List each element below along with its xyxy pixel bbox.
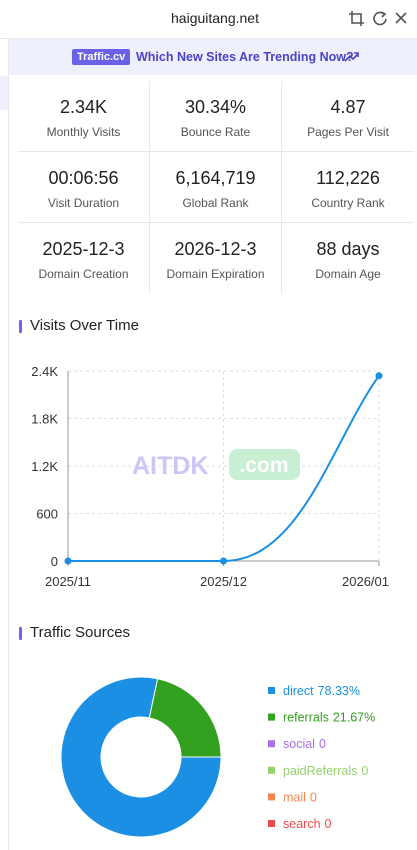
panel-border	[8, 39, 9, 850]
refresh-icon[interactable]	[373, 11, 387, 26]
legend-label: referrals 21.67%	[283, 711, 375, 725]
stat-label: Domain Age	[315, 267, 381, 281]
header-icons	[349, 11, 407, 26]
legend-value: 78.33%	[318, 684, 360, 698]
stat-cell: 88 days Domain Age	[282, 223, 414, 294]
watermark-pill	[229, 449, 300, 480]
section-title: Traffic Sources	[30, 624, 131, 641]
line-series	[67, 375, 380, 562]
stat-label: Global Rank	[182, 196, 249, 210]
legend-value: 0	[325, 817, 332, 831]
stat-label: Country Rank	[311, 196, 385, 210]
data-point	[375, 372, 383, 380]
stat-label: Monthly Visits	[46, 125, 121, 139]
stat-value: 2.34K	[59, 97, 108, 117]
stat-cell: 2026-12-3 Domain Expiration	[150, 223, 282, 294]
close-icon[interactable]	[395, 12, 407, 24]
stat-label: Domain Creation	[38, 267, 129, 281]
stat-cell: 00:06:56 Visit Duration	[18, 152, 150, 223]
crop-icon[interactable]	[349, 11, 364, 26]
legend-name: direct	[283, 684, 314, 698]
legend-value: 0	[310, 790, 317, 804]
stat-value: 112,226	[316, 168, 380, 188]
stat-cell: 2025-12-3 Domain Creation	[18, 223, 150, 294]
pie-chart: direct78.33%referrals21.67%social0paidRe…	[60, 676, 375, 838]
legend-value: 0	[361, 764, 368, 778]
line-chart: 0 600 1.2K 1.8K 2.4K 2025/11 2025/12 2026/01 AIT…	[31, 364, 389, 589]
stat-value: 2026-12-3	[174, 239, 257, 259]
stat-cell: 6,164,719 Global Rank	[150, 152, 282, 223]
pie-slice	[148, 678, 222, 758]
x-tick-label: 2025/12	[200, 574, 247, 589]
watermark-suffix: .com	[239, 454, 288, 477]
banner-badge: Traffic.cv	[72, 49, 131, 65]
stat-value: 4.87	[330, 97, 366, 117]
legend-swatch	[268, 766, 275, 774]
legend-name: search	[283, 817, 321, 831]
stat-value: 00:06:56	[48, 168, 119, 188]
legend-label: social 0	[283, 737, 326, 751]
legend-label: mail 0	[283, 790, 317, 804]
y-tick-label: 2.4K	[31, 364, 58, 379]
data-point	[64, 557, 72, 565]
stat-value: 30.34%	[184, 97, 247, 117]
banner-text: Which New Sites Are Trending Now?	[136, 50, 354, 64]
stat-cell: 4.87 Pages Per Visit	[282, 81, 414, 152]
x-tick-label: 2026/01	[342, 574, 389, 589]
legend-label: direct 78.33%	[283, 684, 360, 698]
site-title: haiguitang.net	[171, 10, 259, 26]
section-title: Visits Over Time	[30, 317, 139, 334]
legend-name: mail	[283, 790, 306, 804]
stat-label: Pages Per Visit	[307, 125, 389, 139]
legend-label: search 0	[283, 817, 332, 831]
stat-label: Visit Duration	[47, 196, 120, 210]
legend-swatch	[268, 820, 275, 827]
y-tick-label: 600	[36, 507, 58, 522]
stat-cell: 30.34% Bounce Rate	[150, 81, 282, 152]
stat-cell: 112,226 Country Rank	[282, 152, 414, 223]
legend-value: 21.67%	[333, 711, 375, 725]
legend-value: 0	[319, 737, 326, 751]
data-point	[220, 557, 227, 565]
legend-swatch	[268, 740, 275, 748]
trend-icon	[344, 52, 359, 62]
stat-label: Domain Expiration	[166, 267, 265, 281]
y-tick-label: 0	[51, 554, 58, 569]
stat-value: 6,164,719	[175, 168, 256, 188]
watermark-brand: AITDK	[132, 452, 208, 480]
legend-swatch	[268, 713, 275, 721]
x-tick-label: 2025/11	[45, 574, 91, 589]
pie-slice	[60, 676, 222, 838]
legend-swatch	[268, 793, 275, 801]
stat-cell: 2.34K Monthly Visits	[18, 81, 150, 152]
banner[interactable]: Traffic.cv Which New Sites Are Trending …	[8, 39, 417, 75]
legend-name: referrals	[283, 711, 329, 725]
header: haiguitang.net	[0, 0, 417, 39]
legend-label: paidReferrals 0	[283, 764, 368, 778]
panel-tab	[0, 76, 8, 110]
legend-name: paidReferrals	[283, 764, 357, 778]
y-tick-label: 1.2K	[31, 459, 58, 474]
stat-value: 2025-12-3	[42, 239, 125, 259]
y-tick-label: 1.8K	[31, 412, 58, 427]
legend-swatch	[268, 687, 275, 694]
stat-value: 88 days	[316, 239, 380, 259]
legend-name: social	[283, 737, 315, 751]
stat-label: Bounce Rate	[180, 125, 251, 139]
